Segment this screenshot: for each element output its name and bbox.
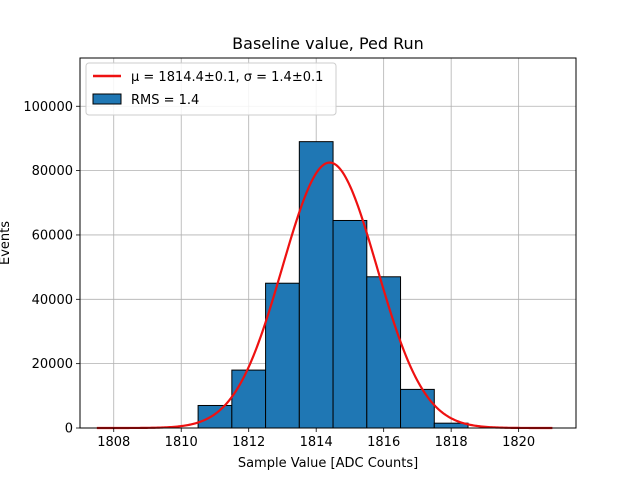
- gaussian-fit: [96, 161, 553, 430]
- x-axis-label: Sample Value [ADC Counts]: [238, 456, 418, 471]
- x-tick-label: 1814: [300, 435, 333, 450]
- legend: μ = 1814.4±0.1, σ = 1.4±0.1 RMS = 1.4: [85, 62, 337, 116]
- y-tick-label: 20000: [32, 357, 73, 372]
- x-tick-label: 1810: [165, 435, 198, 450]
- histogram-bar: [400, 388, 435, 429]
- x-tick-label: 1816: [367, 435, 400, 450]
- fit-curve: [96, 161, 553, 430]
- histogram-bar: [366, 276, 402, 429]
- legend-histogram-label: RMS = 1.4: [131, 93, 199, 108]
- legend-box: [85, 62, 337, 116]
- y-tick-label: 60000: [32, 228, 73, 243]
- y-tick-label: 0: [65, 422, 73, 437]
- y-axis-label: Events: [0, 221, 13, 265]
- x-axis-ticks: 1808 1810 1812 1814 1816 1818 1820: [97, 428, 535, 450]
- histogram-bar: [197, 404, 233, 429]
- legend-histogram-swatch: [92, 93, 122, 105]
- histogram-bar: [332, 219, 368, 429]
- y-tick-label: 100000: [23, 100, 73, 115]
- x-tick-label: 1808: [97, 435, 130, 450]
- chart-title: Baseline value, Ped Run: [232, 34, 424, 53]
- y-tick-label: 40000: [32, 293, 73, 308]
- plot-frame: [79, 57, 577, 429]
- histogram-bar: [231, 369, 267, 429]
- y-tick-label: 80000: [32, 164, 73, 179]
- histogram-bars: [197, 141, 469, 429]
- x-tick-label: 1818: [435, 435, 468, 450]
- x-tick-label: 1820: [502, 435, 535, 450]
- histogram-bar: [298, 141, 334, 429]
- legend-fit-label: μ = 1814.4±0.1, σ = 1.4±0.1: [131, 70, 323, 85]
- y-axis-ticks: 0 20000 40000 60000 80000 100000: [23, 100, 80, 437]
- x-tick-label: 1812: [232, 435, 265, 450]
